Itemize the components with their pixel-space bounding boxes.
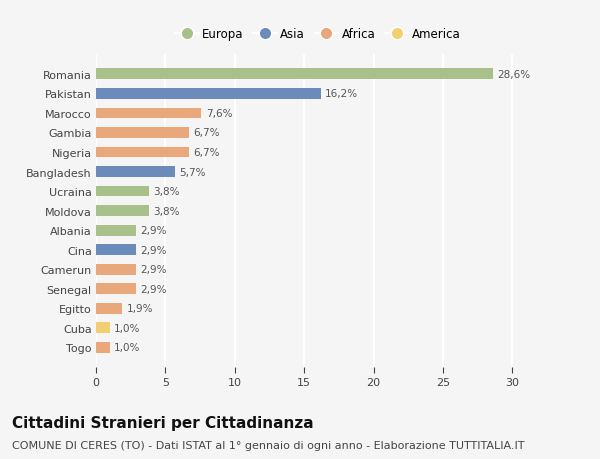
Bar bbox=[96, 108, 202, 119]
Text: 16,2%: 16,2% bbox=[325, 89, 358, 99]
Bar bbox=[96, 225, 136, 236]
Bar bbox=[96, 284, 136, 295]
Bar bbox=[96, 342, 110, 353]
Text: 1,0%: 1,0% bbox=[114, 343, 140, 353]
Legend: Europa, Asia, Africa, America: Europa, Asia, Africa, America bbox=[170, 23, 466, 46]
Bar bbox=[96, 206, 149, 217]
Bar bbox=[96, 323, 110, 334]
Text: Cittadini Stranieri per Cittadinanza: Cittadini Stranieri per Cittadinanza bbox=[12, 415, 314, 431]
Bar bbox=[96, 147, 189, 158]
Bar bbox=[96, 264, 136, 275]
Bar bbox=[96, 89, 321, 100]
Bar bbox=[96, 167, 175, 178]
Bar bbox=[96, 128, 189, 139]
Bar bbox=[96, 186, 149, 197]
Text: 28,6%: 28,6% bbox=[497, 70, 530, 79]
Text: 2,9%: 2,9% bbox=[140, 265, 167, 274]
Text: 1,9%: 1,9% bbox=[127, 304, 153, 313]
Text: COMUNE DI CERES (TO) - Dati ISTAT al 1° gennaio di ogni anno - Elaborazione TUTT: COMUNE DI CERES (TO) - Dati ISTAT al 1° … bbox=[12, 440, 524, 450]
Text: 2,9%: 2,9% bbox=[140, 245, 167, 255]
Text: 5,7%: 5,7% bbox=[179, 167, 206, 177]
Text: 7,6%: 7,6% bbox=[206, 109, 232, 118]
Text: 2,9%: 2,9% bbox=[140, 226, 167, 235]
Text: 3,8%: 3,8% bbox=[153, 206, 179, 216]
Text: 1,0%: 1,0% bbox=[114, 323, 140, 333]
Text: 6,7%: 6,7% bbox=[193, 128, 220, 138]
Bar bbox=[96, 245, 136, 256]
Text: 2,9%: 2,9% bbox=[140, 284, 167, 294]
Bar bbox=[96, 69, 493, 80]
Text: 3,8%: 3,8% bbox=[153, 187, 179, 196]
Text: 6,7%: 6,7% bbox=[193, 148, 220, 157]
Bar bbox=[96, 303, 122, 314]
